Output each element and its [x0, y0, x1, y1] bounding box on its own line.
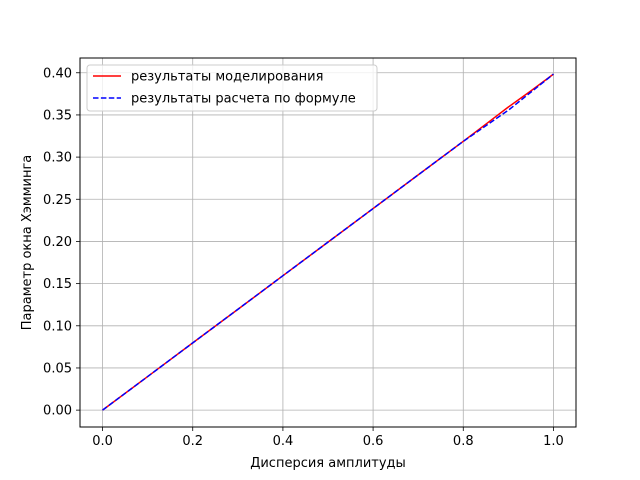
axis-ticks: 0.0 0.2 0.4 0.6 0.8 1.0 0.00 0.05 0.10 0.15 0.20 0.…	[43, 66, 564, 449]
legend: результаты моделирования результаты расч…	[86, 64, 378, 112]
legend-label-formula: результаты расчета по формуле	[131, 92, 356, 107]
plot-lines	[102, 73, 554, 411]
y-tick-label: 0.25	[43, 193, 72, 208]
x-tick-label: 1.0	[543, 434, 564, 449]
y-tick-label: 0.40	[43, 66, 72, 81]
x-tick-label: 0.0	[92, 434, 113, 449]
plot-frame	[79, 57, 577, 428]
y-tick-label: 0.15	[43, 277, 72, 292]
x-tick-label: 0.6	[363, 434, 384, 449]
x-tick-label: 0.4	[273, 434, 294, 449]
y-tick-label: 0.30	[43, 151, 72, 166]
series-line-formula	[102, 73, 554, 411]
y-tick-label: 0.10	[43, 319, 72, 334]
y-axis-label: Параметр окна Хэмминга	[20, 155, 35, 331]
x-axis-label: Дисперсия амплитуды	[250, 456, 406, 471]
y-tick-label: 0.20	[43, 235, 72, 250]
y-tick-label: 0.00	[43, 404, 72, 419]
y-tick-label: 0.05	[43, 361, 72, 376]
y-tick-label: 0.35	[43, 108, 72, 123]
x-tick-label: 0.8	[453, 434, 474, 449]
legend-box	[86, 64, 378, 112]
legend-label-simulation: результаты моделирования	[131, 70, 323, 85]
x-tick-label: 0.2	[182, 434, 203, 449]
